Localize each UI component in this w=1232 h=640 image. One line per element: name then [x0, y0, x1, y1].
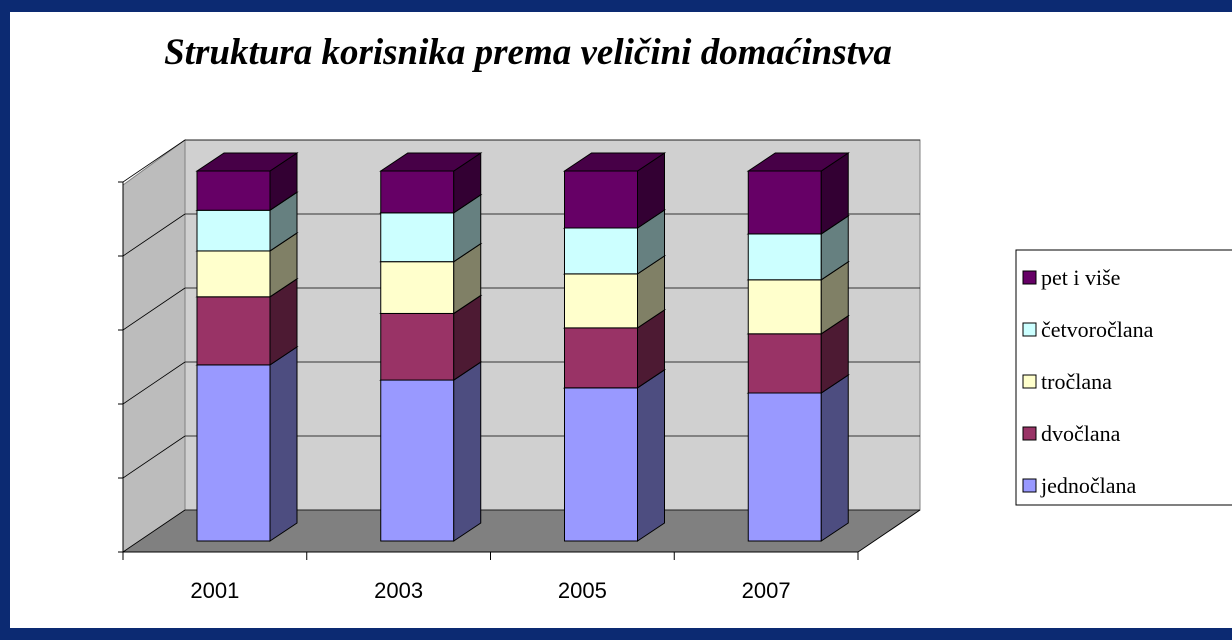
bar — [747, 333, 822, 394]
bar — [380, 312, 455, 381]
x-tick-label: 2003 — [374, 578, 423, 603]
bar — [747, 170, 822, 235]
bar-top — [746, 152, 850, 172]
bar — [380, 379, 455, 542]
grid-line — [122, 139, 186, 183]
bar — [564, 387, 638, 542]
bar — [564, 170, 638, 229]
side-wall — [122, 139, 186, 553]
floor — [123, 510, 920, 552]
bar-side — [820, 374, 849, 542]
bar — [564, 227, 638, 275]
legend-label: jednočlana — [1040, 473, 1137, 498]
bar — [196, 170, 271, 211]
grid-line — [122, 213, 186, 257]
bar-top — [562, 152, 667, 172]
grid-line — [122, 509, 186, 553]
bar — [196, 250, 271, 298]
bar — [380, 170, 455, 214]
grid-line — [122, 287, 186, 331]
legend-swatch — [1022, 322, 1037, 337]
x-tick-label: 2007 — [742, 578, 791, 603]
bar — [196, 209, 271, 252]
bar-top — [195, 152, 299, 172]
legend-swatch — [1022, 426, 1037, 441]
bar-top — [379, 152, 483, 172]
bar-side — [453, 361, 482, 542]
bar — [564, 327, 638, 389]
bar — [747, 279, 822, 335]
bar — [380, 212, 455, 263]
grid-line — [122, 361, 186, 405]
legend-label: pet i više — [1041, 265, 1120, 290]
bar-side — [637, 368, 665, 542]
legend-swatch — [1022, 374, 1037, 389]
x-tick-label: 2005 — [558, 578, 607, 603]
legend-box — [1015, 249, 1232, 506]
legend-label: dvočlana — [1041, 421, 1121, 446]
legend-swatch — [1022, 270, 1037, 285]
bar — [564, 273, 638, 329]
x-tick-label: 2001 — [190, 578, 239, 603]
grid-line — [122, 435, 186, 479]
chart-title: Struktura korisnika prema veličini domać… — [164, 32, 892, 73]
bar — [747, 233, 822, 281]
bar — [747, 392, 822, 542]
legend-swatch — [1022, 478, 1037, 493]
floor-edge — [857, 509, 921, 553]
bar — [196, 364, 271, 542]
bar — [380, 261, 455, 314]
bar-side — [269, 345, 298, 542]
bar — [196, 296, 271, 366]
legend-label: četvoročlana — [1041, 317, 1154, 342]
legend-label: tročlana — [1041, 369, 1112, 394]
